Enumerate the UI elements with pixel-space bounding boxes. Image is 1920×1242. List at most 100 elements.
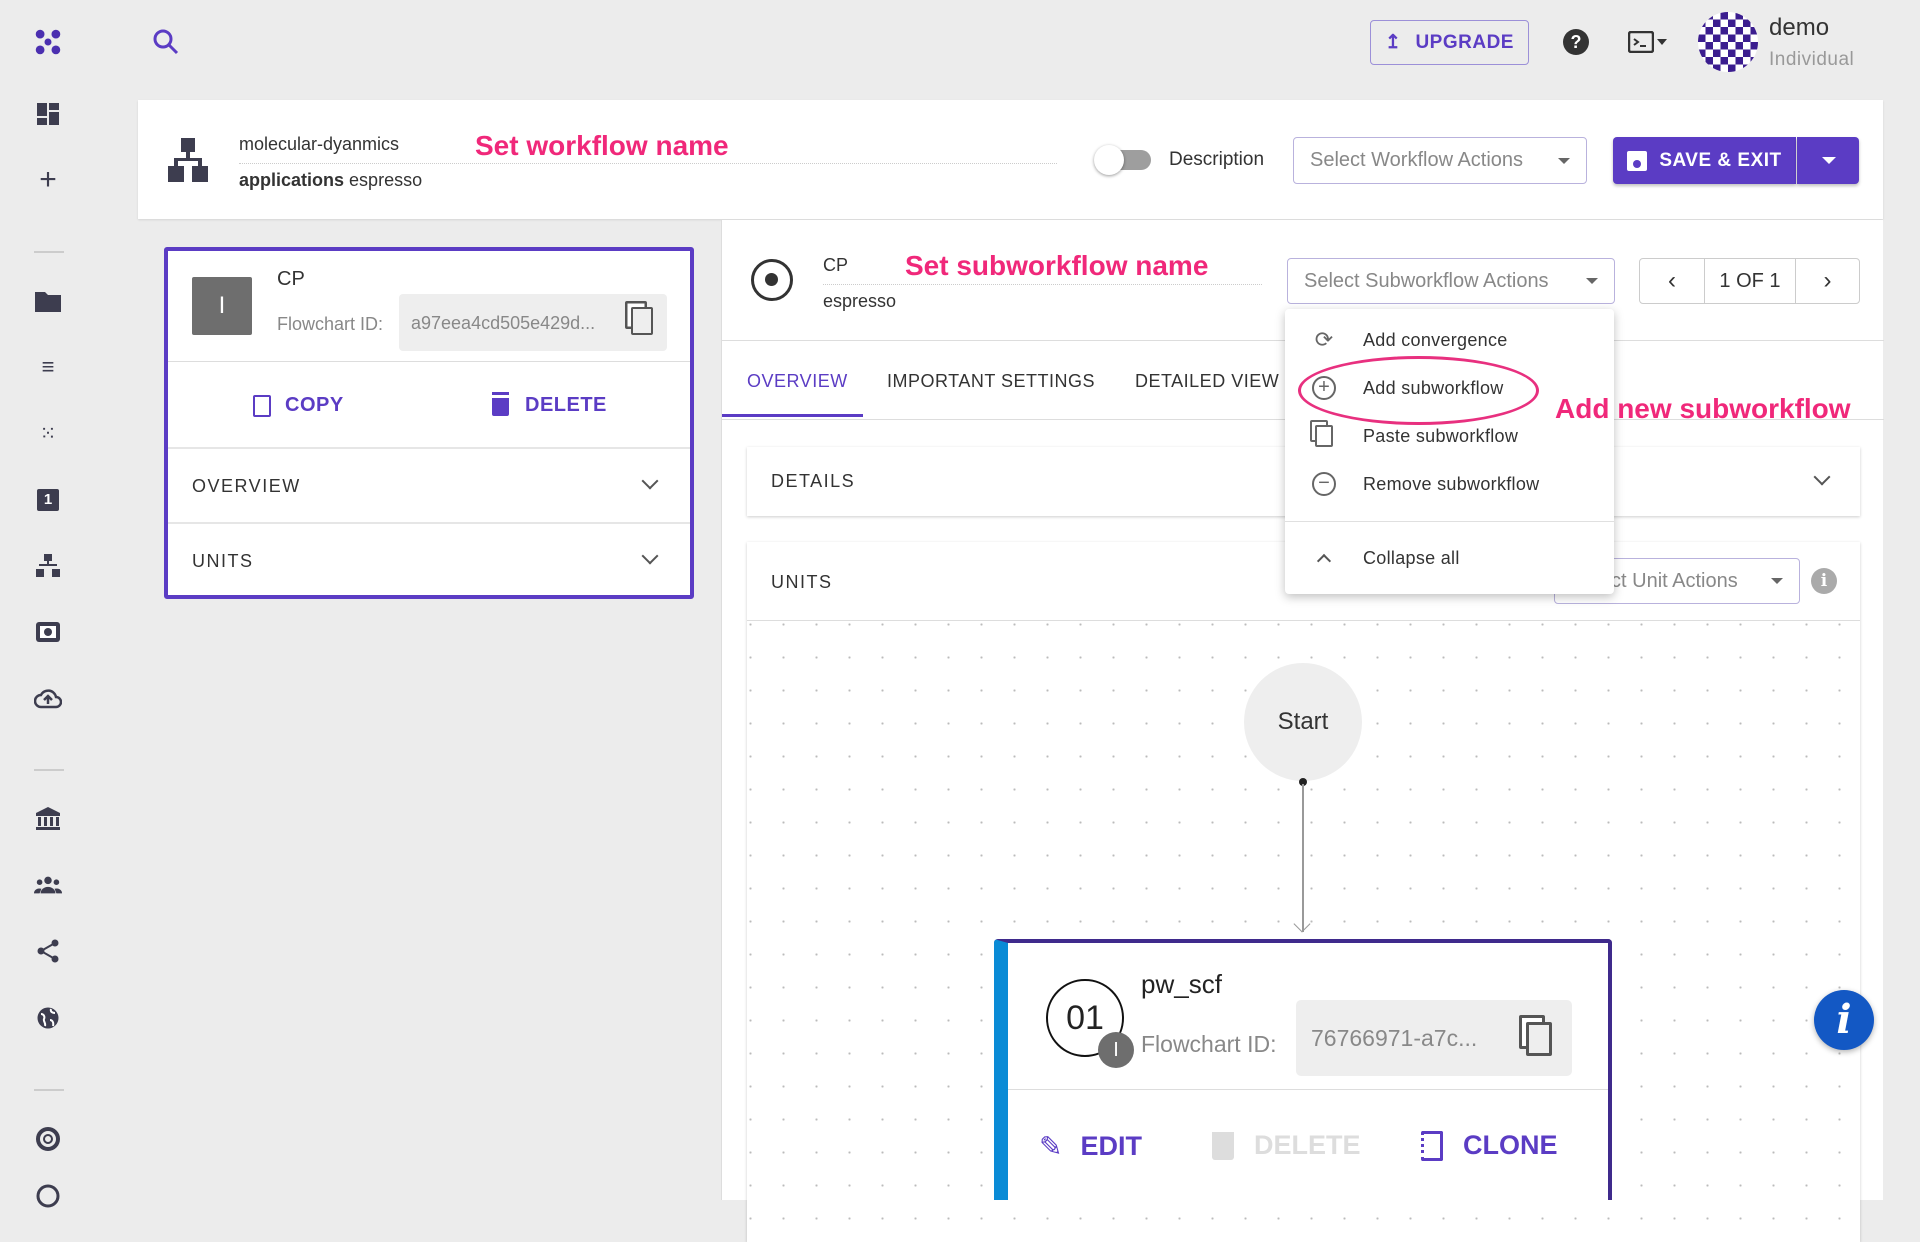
units-section-toggle[interactable]: UNITS — [168, 524, 690, 594]
menu-item-collapse-all[interactable]: Collapse all — [1285, 534, 1614, 582]
caret-down-icon — [1558, 157, 1570, 164]
application-info: applications espresso — [239, 170, 422, 191]
info-icon[interactable]: i — [1811, 568, 1837, 594]
flowchart-id-label: Flowchart ID: — [277, 314, 384, 334]
tab-detailed-view[interactable]: DETAILED VIEW — [1135, 371, 1280, 391]
divider — [1285, 521, 1614, 522]
copy-label: COPY — [285, 394, 344, 416]
copy-icon[interactable] — [631, 307, 653, 335]
divider — [34, 251, 64, 253]
flowchart-id-value: a97eea4cd505e429d... — [411, 313, 596, 333]
paste-icon — [1311, 423, 1337, 449]
avatar[interactable] — [1698, 12, 1758, 72]
overview-label: OVERVIEW — [192, 476, 301, 496]
unit-node[interactable]: 01 I pw_scf Flowchart ID: 76766971-a7c..… — [994, 939, 1612, 1200]
subworkflow-name-input[interactable]: CP — [823, 255, 849, 275]
delete-button: DELETE — [1212, 1130, 1361, 1161]
cloud-upload-icon[interactable] — [34, 684, 62, 712]
units-label: UNITS — [771, 572, 833, 592]
menu-item-remove-subworkflow[interactable]: − Remove subworkflow — [1285, 460, 1614, 508]
subworkflow-radio-icon[interactable] — [751, 259, 793, 301]
flowchart-id-value: 76766971-a7c... — [1311, 1025, 1478, 1051]
tab-important-settings[interactable]: IMPORTANT SETTINGS — [887, 371, 1096, 391]
save-icon — [1627, 150, 1648, 171]
divider — [168, 447, 690, 449]
copy-icon — [253, 394, 271, 417]
caret-down-icon — [1586, 278, 1598, 284]
copy-icon[interactable] — [1526, 1022, 1552, 1056]
save-options-button[interactable] — [1797, 137, 1859, 184]
previous-page-button[interactable]: ‹ — [1640, 259, 1705, 303]
clone-label: CLONE — [1463, 1130, 1558, 1160]
workflow-name-underline — [239, 163, 1057, 164]
divider — [34, 769, 64, 771]
chevron-down-icon — [641, 547, 659, 565]
subworkflow-actions-select[interactable]: Select Subworkflow Actions — [1287, 258, 1615, 304]
workflow-actions-select[interactable]: Select Workflow Actions — [1293, 137, 1587, 184]
copy-button[interactable]: COPY — [253, 394, 344, 417]
edit-label: EDIT — [1080, 1131, 1142, 1161]
terminal-menu-icon[interactable] — [1628, 31, 1667, 53]
divider — [168, 522, 690, 524]
upgrade-button[interactable]: ↥ UPGRADE — [1370, 20, 1529, 65]
page-indicator: 1 OF 1 — [1705, 259, 1796, 303]
caret-down-icon — [1771, 578, 1783, 584]
remove-circle-icon: − — [1311, 471, 1337, 497]
add-icon[interactable]: + — [39, 163, 57, 196]
applications-label: applications — [239, 170, 345, 190]
subworkflow-actions-menu: ⟳ Add convergence + Add subworkflow Paste … — [1285, 309, 1614, 594]
sync-icon: ⟳ — [1314, 327, 1334, 352]
bank-icon[interactable] — [34, 805, 62, 833]
start-node-port — [1299, 778, 1307, 786]
menu-item-label: Collapse all — [1363, 547, 1460, 568]
user-name: demo — [1769, 14, 1830, 41]
menu-item-label: Remove subworkflow — [1363, 473, 1540, 494]
workflow-name-input[interactable]: molecular-dyanmics — [239, 134, 400, 154]
lifebuoy-icon[interactable] — [34, 1125, 62, 1153]
tab-overview[interactable]: OVERVIEW — [747, 371, 848, 391]
clone-button[interactable]: CLONE — [1421, 1130, 1558, 1161]
annotation-highlight-ellipse — [1298, 356, 1539, 425]
pencil-icon: ✎ — [1039, 1131, 1063, 1162]
workflow-icon — [168, 138, 208, 187]
one-icon[interactable]: 1 — [34, 486, 62, 514]
next-page-button[interactable]: › — [1823, 267, 1832, 294]
folder-icon[interactable] — [34, 287, 62, 315]
menu-item-label: Add convergence — [1363, 329, 1508, 350]
share-icon[interactable] — [34, 937, 62, 965]
clone-icon — [1421, 1130, 1443, 1161]
flowchart-id-field: 76766971-a7c... — [1296, 1000, 1572, 1076]
list-icon[interactable]: ≡ — [41, 354, 55, 379]
pager: ‹ 1 OF 1 › — [1639, 258, 1860, 304]
edit-button[interactable]: ✎ EDIT — [1039, 1130, 1142, 1163]
delete-button[interactable]: DELETE — [492, 394, 607, 417]
group-icon[interactable] — [34, 871, 62, 899]
subworkflow-application: espresso — [823, 291, 897, 311]
workflow-icon[interactable] — [34, 552, 62, 580]
menu-item-add-convergence[interactable]: ⟳ Add convergence — [1285, 316, 1614, 364]
start-node[interactable]: Start — [1244, 663, 1362, 781]
help-icon[interactable]: ? — [1563, 29, 1589, 55]
image-icon[interactable] — [34, 618, 62, 646]
subworkflow-name-underline — [823, 284, 1262, 285]
dots-icon[interactable]: ⁙ — [39, 422, 57, 445]
delete-label: DELETE — [525, 394, 607, 416]
search-icon[interactable] — [152, 28, 180, 61]
subworkflow-name: CP — [277, 268, 305, 290]
subworkflow-card[interactable]: I CP Flowchart ID: a97eea4cd505e429d... … — [164, 247, 694, 599]
chevron-down-icon — [1813, 468, 1831, 486]
connector-line — [1302, 784, 1304, 932]
annotation-subworkflow-name: Set subworkflow name — [905, 250, 1209, 281]
menu-item-paste-subworkflow[interactable]: Paste subworkflow — [1285, 412, 1614, 460]
logo-icon[interactable] — [34, 28, 62, 56]
save-exit-button[interactable]: SAVE & EXIT — [1613, 137, 1796, 184]
menu-item-label: Paste subworkflow — [1363, 425, 1519, 446]
dashboard-icon[interactable] — [34, 100, 62, 128]
chevron-up-icon — [1311, 545, 1337, 571]
overview-section-toggle[interactable]: OVERVIEW — [168, 449, 690, 522]
info-fab[interactable]: i — [1814, 990, 1874, 1050]
tab-active-indicator — [722, 414, 863, 417]
globe-icon[interactable] — [34, 1004, 62, 1032]
description-toggle[interactable] — [1094, 145, 1151, 175]
settings-icon[interactable] — [34, 1182, 62, 1210]
